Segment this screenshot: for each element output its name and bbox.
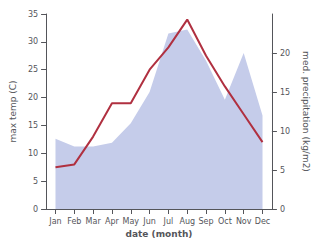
svg-text:date (month): date (month) [126, 229, 193, 239]
svg-text:Aug: Aug [179, 217, 195, 226]
svg-text:max temp (C): max temp (C) [8, 80, 18, 142]
svg-text:35: 35 [28, 10, 38, 19]
svg-text:Jul: Jul [163, 217, 174, 226]
svg-text:Jun: Jun [142, 217, 156, 226]
svg-text:May: May [122, 217, 139, 226]
svg-text:Jan: Jan [48, 217, 61, 226]
svg-text:Oct: Oct [218, 217, 232, 226]
svg-text:Dec: Dec [255, 217, 270, 226]
svg-text:Apr: Apr [105, 217, 120, 226]
svg-text:5: 5 [280, 166, 285, 175]
svg-text:Mar: Mar [86, 217, 102, 226]
svg-text:15: 15 [280, 88, 290, 97]
svg-text:Nov: Nov [236, 217, 252, 226]
svg-text:15: 15 [28, 121, 38, 130]
svg-text:30: 30 [28, 37, 38, 46]
svg-text:5: 5 [33, 177, 38, 186]
svg-text:10: 10 [28, 149, 38, 158]
svg-text:25: 25 [28, 65, 38, 74]
svg-text:Sep: Sep [199, 217, 214, 226]
svg-text:20: 20 [28, 93, 38, 102]
svg-text:Feb: Feb [67, 217, 81, 226]
svg-text:0: 0 [280, 205, 285, 214]
svg-text:10: 10 [280, 127, 290, 136]
svg-text:0: 0 [33, 205, 38, 214]
svg-text:med. precipitation (kg/m2): med. precipitation (kg/m2) [301, 51, 311, 172]
svg-text:20: 20 [280, 49, 290, 58]
